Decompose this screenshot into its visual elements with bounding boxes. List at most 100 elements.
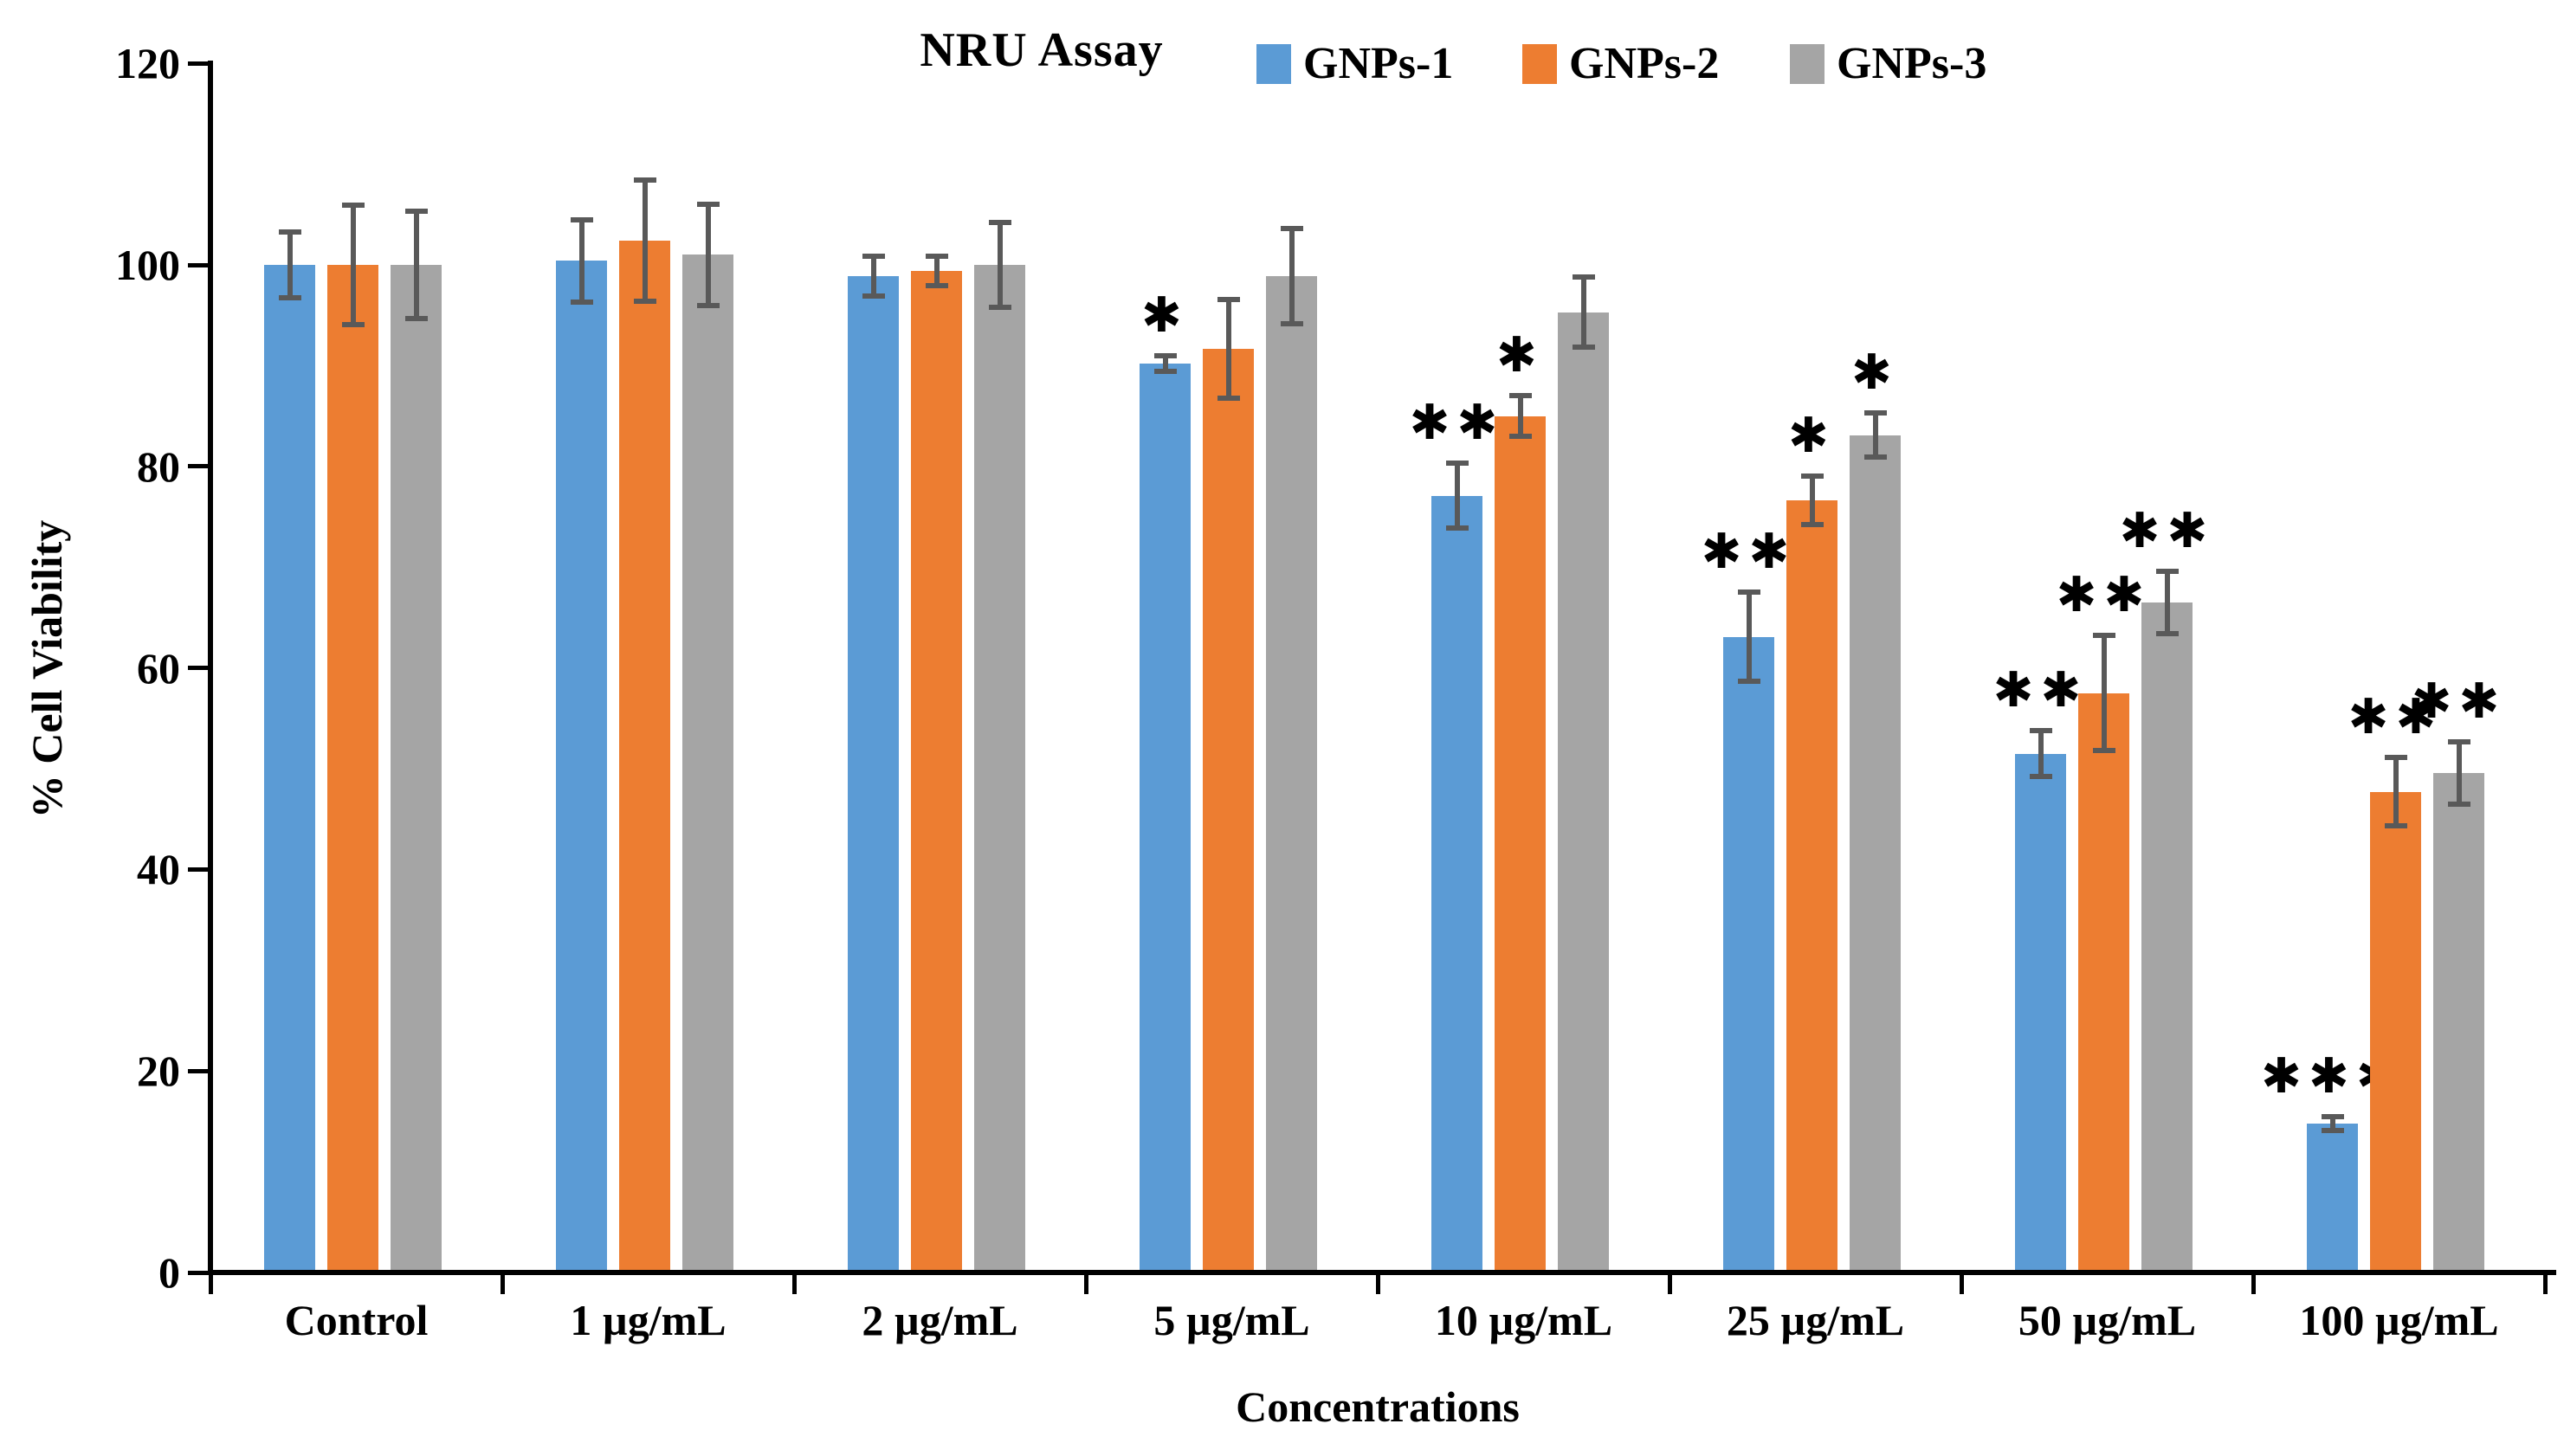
error-bar-whisker <box>2164 570 2170 634</box>
error-bar-cap-bottom <box>341 321 365 327</box>
error-bar-cap-bottom <box>1280 320 1303 326</box>
legend-label-gnps-2: GNPs-2 <box>1569 39 1720 88</box>
error-bar-whisker <box>578 219 584 303</box>
y-tick-label: 80 <box>137 441 180 491</box>
bar-gnps-1-6 <box>2015 753 2066 1272</box>
bar-gnps-2-2 <box>911 270 962 1272</box>
error-bar-cap-bottom <box>2155 631 2179 637</box>
error-bar-cap-top <box>2447 738 2470 744</box>
x-axis-tick <box>1959 1275 1964 1294</box>
error-bar-cap-bottom <box>696 302 720 308</box>
error-bar-whisker <box>1162 355 1168 372</box>
bar-gnps-3-1 <box>682 254 733 1272</box>
y-axis-tick <box>188 262 208 267</box>
error-bar-cap-bottom <box>404 315 428 321</box>
error-bar-whisker <box>1288 229 1295 324</box>
error-bar-cap-top <box>1217 296 1240 302</box>
x-axis-tick <box>1083 1275 1088 1294</box>
bar-gnps-3-3 <box>1266 275 1317 1272</box>
error-bar-cap-top <box>2384 755 2407 761</box>
error-bar-whisker <box>1454 463 1460 528</box>
error-bar-cap-top <box>633 177 656 184</box>
error-bar-whisker <box>933 255 940 287</box>
x-tick-label: 5 µg/mL <box>1153 1296 1310 1344</box>
error-bar-whisker <box>287 231 293 299</box>
y-tick-label: 60 <box>137 643 180 693</box>
x-axis-tick <box>2542 1275 2548 1294</box>
error-bar-whisker <box>1517 396 1523 436</box>
error-bar-cap-bottom <box>1863 454 1887 461</box>
x-axis-tick <box>1667 1275 1672 1294</box>
significance-marker: ✱✱ <box>1409 395 1505 452</box>
error-bar-cap-top <box>341 203 365 209</box>
error-bar-cap-bottom <box>1153 369 1177 375</box>
error-bar-cap-bottom <box>2447 801 2470 807</box>
significance-marker: ✱✱ <box>2119 502 2215 559</box>
significance-marker: ✱✱ <box>1992 661 2089 718</box>
bar-gnps-2-7 <box>2370 791 2421 1272</box>
error-bar-cap-bottom <box>988 304 1011 310</box>
legend-label-gnps-3: GNPs-3 <box>1837 39 1987 88</box>
error-bar-cap-bottom <box>1800 522 1824 528</box>
error-bar-cap-bottom <box>570 300 593 306</box>
x-axis-title: Concentrations <box>1236 1382 1520 1431</box>
legend-label-gnps-1: GNPs-1 <box>1303 39 1454 88</box>
legend-item-gnps-2: GNPs-2 <box>1522 38 1719 89</box>
significance-marker: ✱✱ <box>1701 524 1797 581</box>
x-tick-label: Control <box>284 1296 429 1344</box>
bar-gnps-1-1 <box>556 261 607 1272</box>
error-bar-whisker <box>2393 757 2399 827</box>
error-bar-cap-bottom <box>2092 748 2115 754</box>
error-bar-whisker <box>642 180 648 301</box>
error-bar-cap-top <box>1863 410 1887 416</box>
error-bar-cap-top <box>404 209 428 215</box>
y-axis-tick <box>188 867 208 872</box>
error-bar-cap-bottom <box>633 298 656 304</box>
significance-marker: ✱✱ <box>2411 673 2507 730</box>
error-bar-cap-top <box>1572 274 1595 280</box>
bar-gnps-3-5 <box>1850 435 1901 1272</box>
error-bar-cap-top <box>988 220 1011 226</box>
error-bar-cap-top <box>278 229 301 235</box>
error-bar-whisker <box>1809 476 1815 525</box>
error-bar-cap-bottom <box>1217 395 1240 401</box>
y-tick-label: 40 <box>137 845 180 894</box>
legend-swatch-gnps-3-icon <box>1790 43 1825 84</box>
error-bar-cap-top <box>925 253 948 259</box>
bar-gnps-3-6 <box>2141 602 2193 1272</box>
error-bar-cap-top <box>1280 226 1303 232</box>
error-bar-whisker <box>1746 592 1752 681</box>
x-axis-tick <box>1375 1275 1380 1294</box>
error-bar-whisker <box>997 222 1003 307</box>
error-bar-cap-top <box>862 253 885 259</box>
x-axis-line <box>208 1270 2556 1275</box>
legend-swatch-gnps-2-icon <box>1522 43 1557 84</box>
y-axis-tick <box>188 464 208 469</box>
x-axis-tick <box>208 1275 213 1294</box>
bar-gnps-2-4 <box>1495 416 1546 1272</box>
x-tick-label: 25 µg/mL <box>1726 1296 1905 1344</box>
x-axis-tick <box>2251 1275 2256 1294</box>
bar-gnps-3-0 <box>391 265 442 1272</box>
bar-gnps-1-5 <box>1723 636 1774 1272</box>
error-bar-whisker <box>350 205 356 325</box>
error-bar-whisker <box>2038 730 2044 777</box>
error-bar-cap-bottom <box>2029 774 2052 780</box>
bar-gnps-1-2 <box>848 275 899 1272</box>
bar-gnps-1-0 <box>264 265 315 1272</box>
bar-gnps-3-7 <box>2433 772 2484 1272</box>
x-tick-label: 100 µg/mL <box>2299 1296 2499 1344</box>
error-bar-cap-bottom <box>1508 433 1532 439</box>
y-axis-tick <box>188 1068 208 1073</box>
legend-item-gnps-1: GNPs-1 <box>1256 38 1453 89</box>
x-tick-label: 1 µg/mL <box>570 1296 727 1344</box>
error-bar-cap-bottom <box>278 295 301 301</box>
significance-marker: ✱ <box>1851 345 1899 402</box>
y-tick-label: 0 <box>158 1248 180 1297</box>
error-bar-cap-bottom <box>925 283 948 289</box>
y-tick-label: 100 <box>115 241 180 289</box>
error-bar-whisker <box>1580 276 1586 348</box>
error-bar-cap-top <box>570 216 593 222</box>
bar-gnps-2-1 <box>619 241 670 1272</box>
chart-title: NRU Assay <box>920 23 1164 77</box>
